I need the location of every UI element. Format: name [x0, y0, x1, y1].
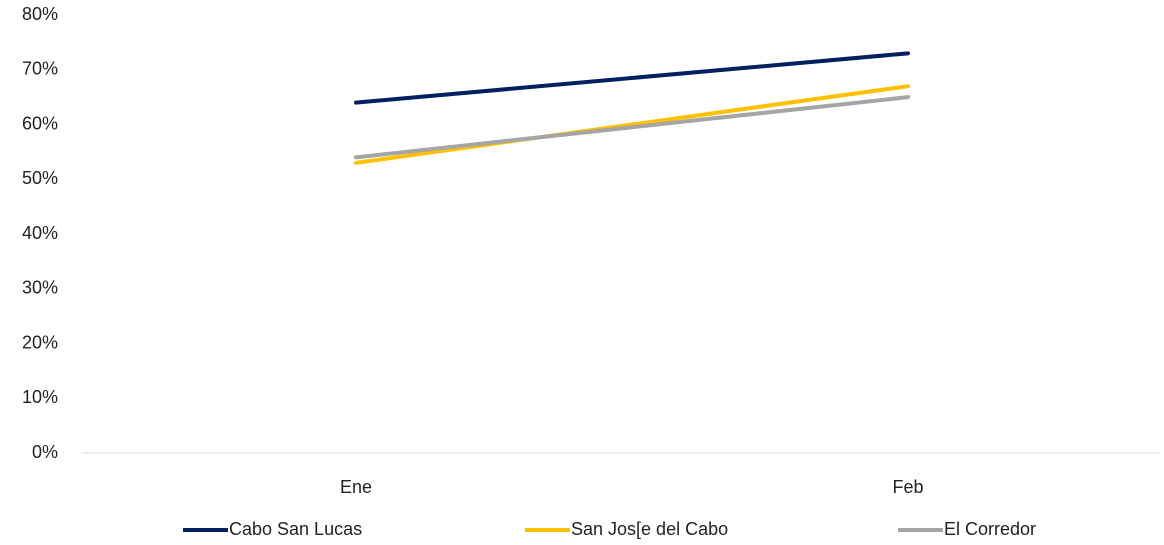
series-line [354, 51, 910, 105]
legend-label: San Jos[e del Cabo [571, 519, 728, 539]
y-tick-label: 60% [22, 113, 58, 133]
y-tick-label: 70% [22, 59, 58, 79]
series-line [354, 95, 910, 160]
legend-label: El Corredor [944, 519, 1036, 539]
y-tick-label: 30% [22, 278, 58, 298]
x-tick-label: Feb [892, 477, 923, 497]
legend-label: Cabo San Lucas [229, 519, 362, 539]
y-tick-label: 20% [22, 332, 58, 352]
y-tick-label: 80% [22, 4, 58, 24]
y-tick-label: 40% [22, 223, 58, 243]
y-tick-label: 0% [32, 442, 58, 462]
y-tick-label: 50% [22, 168, 58, 188]
x-tick-label: Ene [340, 477, 372, 497]
y-tick-label: 10% [22, 387, 58, 407]
series-line [354, 84, 910, 165]
